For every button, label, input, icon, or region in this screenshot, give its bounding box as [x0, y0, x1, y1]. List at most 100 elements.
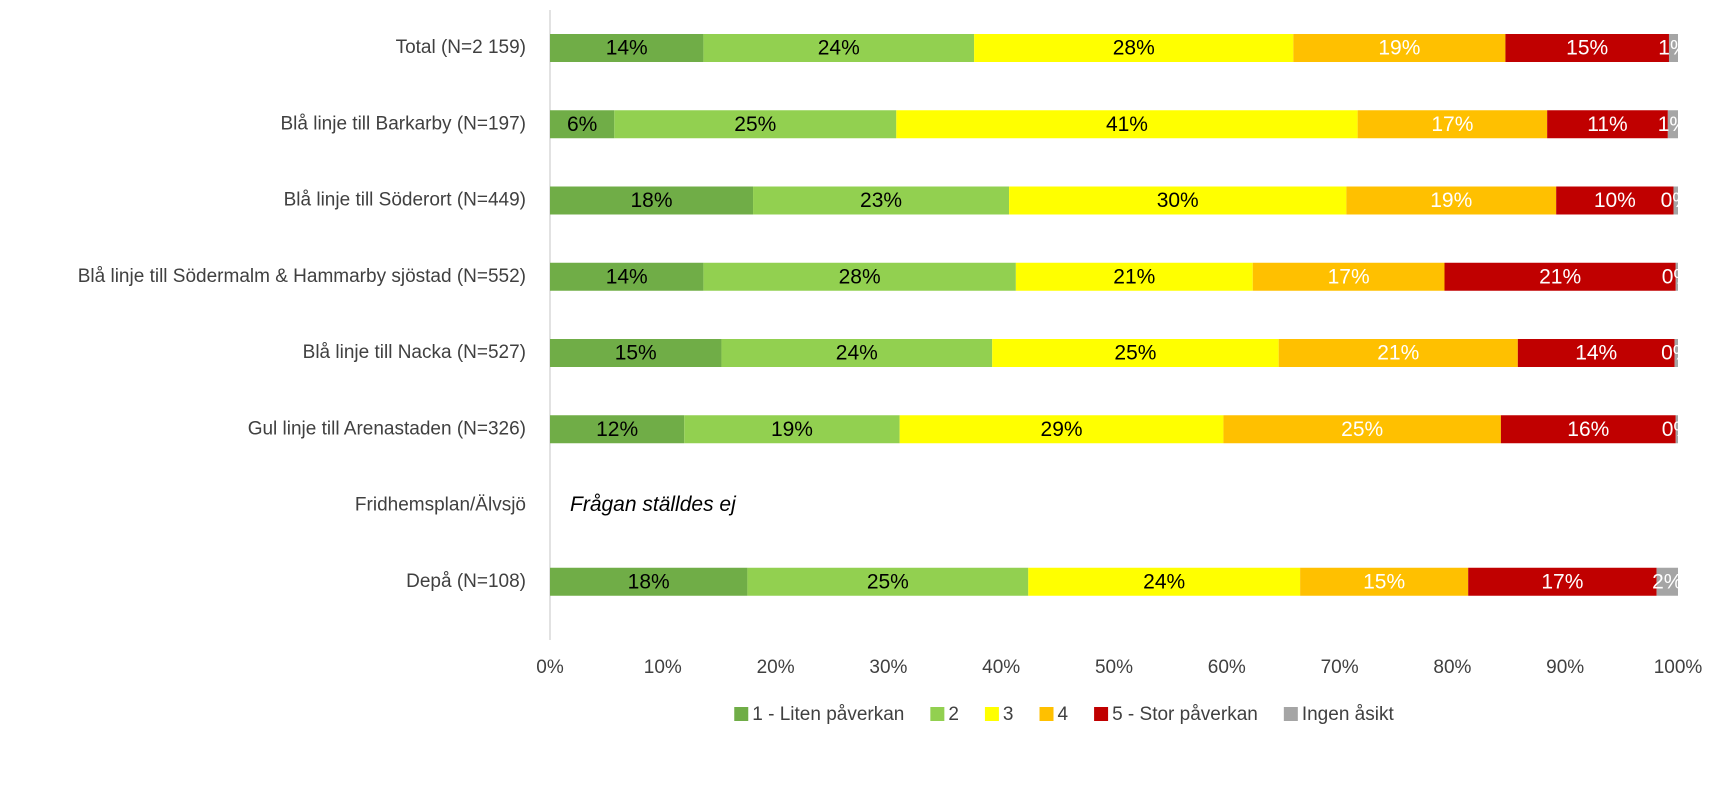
data-label: 14% [606, 265, 648, 288]
bar-segment [721, 339, 993, 367]
data-label: 21% [1113, 265, 1155, 288]
y-tick-label: Blå linje till Södermalm & Hammarby sjös… [78, 266, 526, 287]
data-label: 1% [1658, 37, 1688, 60]
y-tick-label: Blå linje till Barkarby (N=197) [280, 113, 526, 134]
data-label: 21% [1377, 342, 1419, 365]
data-label: 24% [818, 37, 860, 60]
data-label: 17% [1431, 113, 1473, 136]
bar-segment [1656, 567, 1678, 596]
data-label: 0% [1662, 418, 1692, 441]
bar-segment [899, 415, 1224, 444]
data-label: 25% [1341, 418, 1383, 441]
data-label: 1% [1658, 113, 1688, 136]
bar-segment [1293, 34, 1506, 62]
bar-segment [550, 567, 748, 596]
bar-segment [974, 34, 1294, 62]
bar-segment [550, 110, 615, 139]
x-tick-label: 20% [757, 657, 795, 678]
x-tick-label: 10% [644, 657, 682, 678]
y-tick-label: Fridhemsplan/Älvsjö [355, 495, 526, 516]
x-tick-label: 50% [1095, 657, 1133, 678]
x-tick-label: 80% [1433, 657, 1471, 678]
bar-segment [1675, 415, 1678, 444]
bar-segment [1505, 34, 1669, 62]
bar-segment [1252, 262, 1445, 291]
bar-segment [1500, 415, 1676, 444]
legend-swatch [1039, 707, 1054, 721]
x-tick-label: 60% [1208, 657, 1246, 678]
data-label: 15% [615, 342, 657, 365]
bar-segment [992, 339, 1279, 367]
bar-segment [1346, 186, 1557, 215]
bar-segment [753, 186, 1010, 215]
bar-segment [1667, 110, 1678, 139]
bar-segment [747, 567, 1029, 596]
bar-segment [550, 339, 722, 367]
data-label: 25% [867, 570, 909, 593]
legend-swatch [930, 707, 945, 721]
bar-segment [1517, 339, 1675, 367]
data-label: 0% [1662, 265, 1692, 288]
bar-segment [684, 415, 900, 444]
bar-segment [1673, 186, 1678, 215]
legend-label: 3 [1003, 704, 1014, 725]
bar-segment [550, 186, 754, 215]
legend-label: 5 - Stor påverkan [1112, 704, 1258, 725]
bar-labels: 14% 24% 28% 19% 15% 1% 6% 25% 41% 17% 11% 1% 18% 23% 3… [567, 37, 1692, 594]
data-label: 18% [631, 189, 673, 212]
y-tick-label: Gul linje till Arenastaden (N=326) [248, 418, 526, 439]
data-label: 11% [1587, 113, 1627, 136]
data-label: 41% [1106, 113, 1148, 136]
data-label: 17% [1541, 570, 1583, 593]
legend-swatch [984, 707, 999, 721]
legend-label: 2 [948, 704, 959, 725]
bar-segment [703, 262, 1016, 291]
data-label: 21% [1539, 265, 1581, 288]
data-label: 28% [839, 265, 881, 288]
data-label: 29% [1041, 418, 1083, 441]
data-label: 15% [1566, 37, 1608, 60]
y-tick-label: Total (N=2 159) [396, 37, 526, 58]
data-label: 25% [1114, 342, 1156, 365]
bar-segment [1547, 110, 1668, 139]
bar-segment [1674, 339, 1678, 367]
data-label: 28% [1113, 37, 1155, 60]
bar-segment [1668, 34, 1678, 62]
data-label: 18% [628, 570, 670, 593]
bar-segment [703, 34, 975, 62]
legend-swatch [734, 707, 749, 721]
bar-segment [1300, 567, 1469, 596]
data-label: 24% [836, 342, 878, 365]
legend-label: 4 [1058, 704, 1069, 725]
bar-segment [1223, 415, 1501, 444]
data-label: 17% [1328, 265, 1370, 288]
data-label: 23% [860, 189, 902, 212]
x-tick-label: 30% [869, 657, 907, 678]
bar-segment [1009, 186, 1347, 215]
bar-segment [1556, 186, 1674, 215]
data-label: 0% [1661, 189, 1691, 212]
bar-segment [1444, 262, 1676, 291]
bar-segment [550, 262, 704, 291]
legend-swatch [1094, 707, 1109, 721]
annotation: Frågan ställdes ej [570, 493, 737, 516]
bar-segment [1015, 262, 1253, 291]
legend: 1 - Liten påverkan 2 3 4 5 - Stor påverkan In… [734, 704, 1394, 725]
data-label: 19% [771, 418, 813, 441]
bar-segment [1357, 110, 1548, 139]
data-label: 25% [734, 113, 776, 136]
bar-segment [614, 110, 897, 139]
legend-label: 1 - Liten påverkan [752, 704, 904, 725]
data-label: 12% [596, 418, 638, 441]
data-label: 19% [1378, 37, 1420, 60]
data-label: 30% [1157, 189, 1199, 212]
data-label: 15% [1363, 570, 1405, 593]
x-tick-label: 90% [1546, 657, 1584, 678]
bar-segment [550, 415, 685, 444]
data-label: 10% [1594, 189, 1636, 212]
data-label: 24% [1143, 570, 1185, 593]
x-tick-label: 0% [536, 657, 564, 678]
data-label: 6% [567, 113, 597, 136]
